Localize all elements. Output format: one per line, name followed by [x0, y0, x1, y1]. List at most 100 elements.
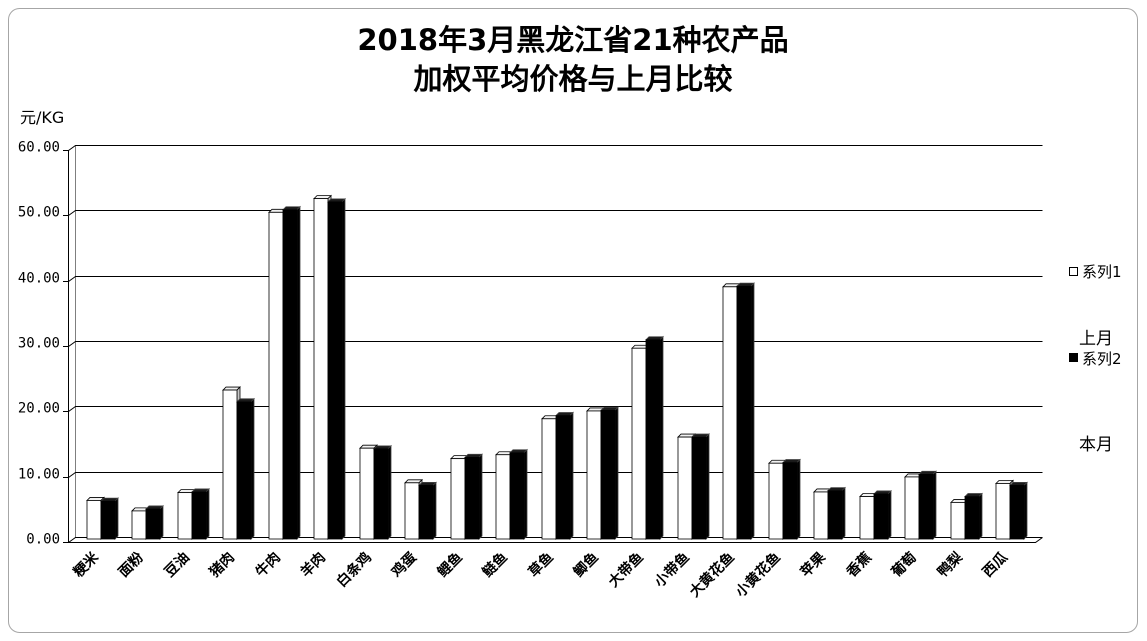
bar-side-face [614, 406, 619, 540]
bar-front-face [282, 209, 298, 540]
y-tick-label: 20.00 [18, 401, 60, 417]
bar-side-face [432, 481, 437, 540]
bar-series2-9 [464, 453, 483, 540]
bar-front-face [359, 447, 375, 540]
bar-side-face [705, 433, 710, 540]
bar-front-face [191, 491, 207, 540]
bar-side-face [569, 411, 574, 540]
bar-side-face [659, 335, 664, 540]
bar-side-face [341, 197, 346, 540]
y-tick-label: 10.00 [18, 467, 60, 483]
bar-side-face [750, 282, 755, 540]
bar-front-face [555, 415, 571, 540]
bar-series2-18 [873, 489, 892, 540]
y-tick-label: 40.00 [18, 271, 60, 287]
bar-front-face [859, 496, 875, 540]
bar-front-face [964, 496, 980, 540]
gridline [68, 145, 1043, 151]
bar-side-face [796, 458, 801, 540]
bar-series2-12 [600, 406, 619, 540]
bar-front-face [736, 285, 752, 540]
y-axis-unit-label: 元/KG [20, 108, 64, 127]
bar-front-face [509, 452, 525, 540]
legend: 系列1 上月 系列2 本月 [1069, 263, 1122, 455]
bar-front-face [813, 491, 829, 540]
bar-layer [86, 194, 1028, 540]
bar-front-face [691, 436, 707, 540]
bar-front-face [600, 409, 616, 540]
bar-series2-10 [509, 448, 528, 540]
bar-front-face [995, 483, 1011, 540]
bar-front-face [950, 502, 966, 540]
legend-note-last-month: 上月 [1079, 329, 1113, 349]
bar-front-face [373, 448, 389, 540]
bar-front-face [404, 482, 420, 540]
bar-front-face [450, 458, 466, 540]
gridline [68, 406, 1043, 412]
bar-side-face [159, 504, 164, 540]
bar-front-face [782, 462, 798, 540]
bar-front-face [541, 418, 557, 540]
bar-series2-5 [282, 205, 301, 540]
bar-series2-19 [918, 470, 937, 540]
bar-series2-2 [145, 504, 164, 540]
bar-side-face [932, 470, 937, 540]
bar-front-face [177, 492, 193, 540]
bar-series2-11 [555, 411, 574, 540]
bar-front-face [722, 286, 738, 540]
bar-side-face [387, 444, 392, 540]
bar-series2-1 [100, 497, 119, 540]
bar-series2-6 [327, 197, 346, 540]
gridline [68, 537, 1043, 543]
bar-front-face [873, 493, 889, 540]
legend-label-series-1: 系列1 [1082, 263, 1122, 281]
bar-front-face [586, 410, 602, 540]
bar-front-face [1009, 485, 1025, 540]
bar-side-face [296, 205, 301, 540]
y-tick-label: 0.00 [26, 532, 60, 548]
legend-entry-series-1: 系列1 [1069, 263, 1122, 281]
legend-swatch-series-1 [1069, 267, 1078, 276]
bar-front-face [827, 490, 843, 540]
bar-front-face [677, 436, 693, 540]
bar-front-face [268, 211, 284, 540]
y-tick-label: 60.00 [18, 140, 60, 156]
bar-side-face [478, 453, 483, 540]
bar-series2-16 [782, 458, 801, 540]
bar-series2-3 [191, 487, 210, 540]
legend-note-this-month: 本月 [1079, 435, 1113, 455]
bar-front-face [645, 339, 661, 540]
bar-front-face [86, 500, 102, 540]
bar-front-face [145, 508, 161, 540]
bar-side-face [114, 497, 119, 540]
gridline [68, 341, 1043, 347]
legend-label-series-2: 系列2 [1082, 350, 1122, 368]
bar-series2-20 [964, 492, 983, 540]
bar-front-face [131, 510, 147, 540]
y-tick-labels: 0.00 10.00 20.00 30.00 40.00 50.00 60.00 [18, 140, 60, 548]
bar-side-face [523, 448, 528, 540]
bar-series2-7 [373, 444, 392, 540]
bar-front-face [464, 456, 480, 540]
bar-series2-14 [691, 433, 710, 540]
gridline [68, 210, 1043, 216]
bar-front-face [495, 454, 511, 540]
y-tick-label: 30.00 [18, 336, 60, 352]
grid-layer [63, 145, 1043, 543]
legend-swatch-series-2 [1069, 353, 1078, 362]
bar-front-face [631, 347, 647, 540]
bar-front-face [313, 198, 329, 540]
gridline [68, 472, 1043, 478]
bar-side-face [205, 487, 210, 540]
bar-side-face [887, 489, 892, 540]
floor-front-edge [68, 537, 1043, 543]
bar-side-face [841, 486, 846, 540]
chart-title-line-2: 加权平均价格与上月比较 [413, 62, 732, 96]
bar-front-face [768, 462, 784, 540]
bar-front-face [222, 389, 238, 540]
bar-side-face [1023, 481, 1028, 540]
chart-title-line-1: 2018年3月黑龙江省21种农产品 [357, 23, 788, 57]
bar-series2-8 [418, 481, 437, 540]
bar-series2-17 [827, 486, 846, 540]
